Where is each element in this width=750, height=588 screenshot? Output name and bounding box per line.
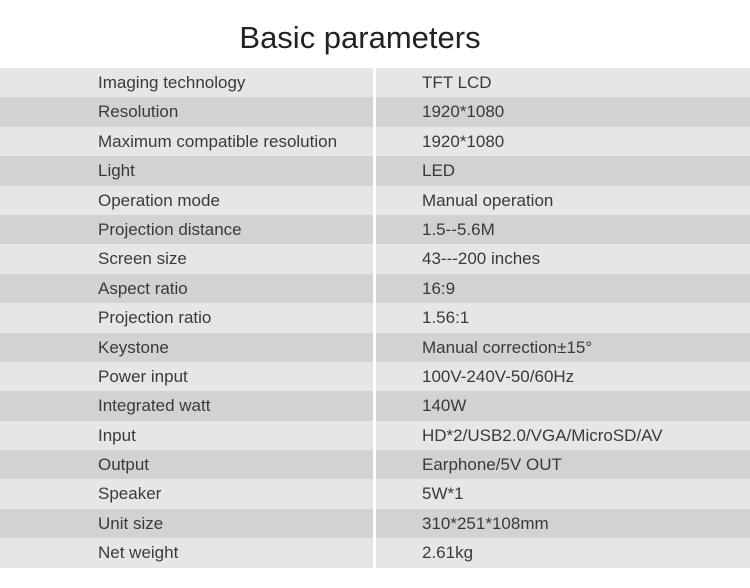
parameter-value: 43---200 inches: [376, 244, 750, 274]
parameter-value: 1920*1080: [376, 126, 750, 157]
table-row: Projection ratio 1.56:1: [0, 303, 750, 333]
parameter-value: 1920*1080: [376, 97, 750, 127]
parameter-label: Maximum compatible resolution: [0, 126, 373, 157]
parameter-label: Speaker: [0, 479, 373, 509]
parameter-label: Input: [0, 420, 373, 451]
parameter-value: Earphone/5V OUT: [376, 450, 750, 480]
parameter-label: Net weight: [0, 538, 373, 568]
table-row: Aspect ratio 16:9: [0, 273, 750, 304]
parameter-value: 1.56:1: [376, 303, 750, 333]
table-row: Screen size 43---200 inches: [0, 244, 750, 274]
parameter-label: Power input: [0, 361, 373, 392]
parameter-value: Manual operation: [376, 185, 750, 215]
table-row: Power input 100V-240V-50/60Hz: [0, 361, 750, 392]
page-title: Basic parameters: [239, 20, 481, 55]
table-row: Unit size 310*251*108mm: [0, 508, 750, 539]
parameter-value: HD*2/USB2.0/VGA/MicroSD/AV: [376, 420, 750, 451]
parameter-value: Manual correction±15°: [376, 332, 750, 362]
table-row: Output Earphone/5V OUT: [0, 450, 750, 480]
parameter-label: Imaging technology: [0, 68, 373, 98]
parameter-value: 5W*1: [376, 479, 750, 509]
table-row: Keystone Manual correction±15°: [0, 332, 750, 362]
table-row: Operation mode Manual operation: [0, 185, 750, 215]
parameter-label: Screen size: [0, 244, 373, 274]
table-row: Net weight 2.61kg: [0, 538, 750, 568]
parameter-label: Output: [0, 450, 373, 480]
table-row: Speaker 5W*1: [0, 479, 750, 509]
table-row: Imaging technology TFT LCD: [0, 68, 750, 98]
parameter-value: 100V-240V-50/60Hz: [376, 361, 750, 392]
table-row: Integrated watt 140W: [0, 391, 750, 421]
table-row: Light LED: [0, 156, 750, 186]
table-row: Projection distance 1.5--5.6M: [0, 214, 750, 245]
parameter-label: Resolution: [0, 97, 373, 127]
parameter-value: LED: [376, 156, 750, 186]
parameter-label: Light: [0, 156, 373, 186]
table-row: Maximum compatible resolution 1920*1080: [0, 126, 750, 157]
parameter-value: 310*251*108mm: [376, 508, 750, 539]
parameter-label: Unit size: [0, 508, 373, 539]
parameter-label: Operation mode: [0, 185, 373, 215]
parameter-value: 1.5--5.6M: [376, 214, 750, 245]
parameter-label: Keystone: [0, 332, 373, 362]
parameters-table: Imaging technology TFT LCD Resolution 1920*…: [0, 68, 750, 568]
table-row: Input HD*2/USB2.0/VGA/MicroSD/AV: [0, 420, 750, 451]
parameter-label: Projection ratio: [0, 303, 373, 333]
parameter-label: Aspect ratio: [0, 273, 373, 304]
parameter-value: 2.61kg: [376, 538, 750, 568]
parameter-value: 16:9: [376, 273, 750, 304]
parameter-value: TFT LCD: [376, 68, 750, 98]
parameter-label: Projection distance: [0, 214, 373, 245]
parameter-value: 140W: [376, 391, 750, 421]
table-row: Resolution 1920*1080: [0, 97, 750, 127]
parameter-label: Integrated watt: [0, 391, 373, 421]
